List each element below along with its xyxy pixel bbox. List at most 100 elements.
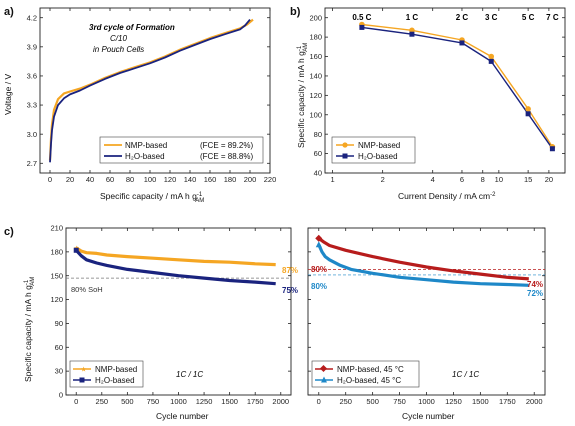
panel-c-left-xlabel: Cycle number bbox=[156, 411, 209, 421]
x-tick-label: 120 bbox=[164, 175, 177, 184]
x-tick-label: 1000 bbox=[418, 397, 435, 406]
legend-label-h2o: H₂O-based bbox=[125, 152, 165, 161]
x-tick-label: 100 bbox=[144, 175, 157, 184]
panel-a-series bbox=[48, 18, 254, 163]
x-tick-label: 60 bbox=[106, 175, 114, 184]
panel-b-axes: 1 2 4 6 8 10 15 20 40 60 80 100 120 140 160 180 200 bbox=[309, 8, 565, 184]
y-tick-label: 100 bbox=[309, 110, 322, 119]
y-tick-label: 150 bbox=[50, 271, 63, 280]
y-tick-label: 180 bbox=[50, 247, 63, 256]
series-line-h2o bbox=[361, 26, 553, 150]
rate-label: 2 C bbox=[456, 13, 469, 22]
legend-label-nmp-b: NMP-based bbox=[358, 141, 400, 150]
data-point-h2o bbox=[409, 31, 415, 37]
annotation-line-3: in Pouch Cells bbox=[93, 45, 144, 54]
panel-a-label: a) bbox=[4, 6, 14, 18]
x-tick-label: 1750 bbox=[499, 397, 516, 406]
x-tick-label: 500 bbox=[366, 397, 379, 406]
x-tick-label: 200 bbox=[244, 175, 257, 184]
y-tick-label: 3.9 bbox=[27, 42, 37, 51]
data-point-h2o bbox=[459, 40, 465, 46]
data-point-h2o bbox=[525, 111, 531, 117]
start-marker-h2o-45 bbox=[315, 241, 322, 248]
y-tick-label: 180 bbox=[309, 33, 322, 42]
x-tick-label: 15 bbox=[524, 175, 532, 184]
end-label-nmp: 87% bbox=[282, 266, 298, 275]
data-point-nmp bbox=[488, 53, 495, 60]
panel-c-axes: 0 250 500 750 1000 1250 1500 1750 20000306090120… bbox=[50, 224, 545, 406]
start-marker-h2o bbox=[73, 247, 79, 253]
x-tick-label: 0 bbox=[74, 397, 78, 406]
panel-b-legend-box bbox=[331, 136, 416, 164]
x-tick-label: 750 bbox=[393, 397, 406, 406]
x-tick-label: 2000 bbox=[272, 397, 289, 406]
legend-marker-h2o-b bbox=[342, 153, 348, 159]
series-line-nmp bbox=[361, 23, 553, 148]
y-tick-label: 0 bbox=[59, 391, 63, 400]
panel-c-reference-lines bbox=[66, 269, 545, 279]
end-label-nmp-45: 74% bbox=[527, 280, 543, 289]
y-tick-label: 120 bbox=[50, 295, 63, 304]
y-tick-label: 140 bbox=[309, 72, 322, 81]
x-tick-label: 0 bbox=[317, 397, 321, 406]
legend-marker-h2o-45 bbox=[321, 376, 327, 383]
y-tick-label: 160 bbox=[309, 52, 322, 61]
panel-b-rate-labels: 0.5 C 1 C 2 C 3 C 5 C 7 C bbox=[352, 13, 559, 22]
legend-label-h2o-45: H₂O-based, 45 °C bbox=[337, 376, 401, 385]
y-tick-label: 90 bbox=[55, 319, 63, 328]
annotation-line-2: C/10 bbox=[110, 34, 127, 43]
legend-fce-h2o: (FCE = 88.8%) bbox=[200, 152, 253, 161]
x-tick-label: 140 bbox=[184, 175, 197, 184]
series-line-h2o-45 bbox=[317, 244, 529, 287]
panel-c-left-legend-box bbox=[69, 360, 144, 388]
panel-a: a) 0 20 40 60 80 100 120 140 160 180 200 220 2.7 3.0 3… bbox=[3, 6, 276, 204]
panel-c-left-legend: ★ NMP-based H₂O-based bbox=[69, 360, 144, 388]
x-tick-label: 250 bbox=[339, 397, 352, 406]
x-tick-label: 6 bbox=[460, 175, 464, 184]
legend-label-h2o-b: H₂O-based bbox=[358, 152, 398, 161]
x-tick-label: 2000 bbox=[526, 397, 543, 406]
legend-label-nmp-45: NMP-based, 45 °C bbox=[337, 365, 404, 374]
legend-marker-nmp-c: ★ bbox=[81, 366, 87, 374]
rate-label: 1 C bbox=[406, 13, 419, 22]
x-tick-label: 10 bbox=[495, 175, 503, 184]
protocol-left: 1C / 1C bbox=[176, 370, 203, 379]
x-tick-label: 20 bbox=[545, 175, 553, 184]
x-tick-label: 750 bbox=[147, 397, 160, 406]
panel-c-right-legend-box bbox=[311, 360, 420, 388]
x-tick-label: 160 bbox=[204, 175, 217, 184]
panel-c-right-xlabel: Cycle number bbox=[402, 411, 455, 421]
series-line-nmp-45 bbox=[317, 237, 529, 281]
legend-fce-nmp: (FCE = 89.2%) bbox=[200, 141, 253, 150]
x-tick-label: 1500 bbox=[221, 397, 238, 406]
x-tick-label: 220 bbox=[264, 175, 277, 184]
ref-label-nmp-45: 80% bbox=[311, 265, 327, 274]
y-tick-label: 2.7 bbox=[27, 159, 37, 168]
series-line-h2o bbox=[49, 19, 251, 163]
panel-a-frame bbox=[39, 7, 271, 174]
y-tick-label: 3.6 bbox=[27, 72, 37, 81]
x-tick-label: 180 bbox=[224, 175, 237, 184]
panel-b-label: b) bbox=[290, 6, 301, 18]
y-tick-label: 3.3 bbox=[27, 101, 37, 110]
x-tick-label: 1000 bbox=[170, 397, 187, 406]
panel-c-ylabel: Specific capacity / mA h g-1AM bbox=[23, 277, 36, 382]
panel-a-ylabel: Voltage / V bbox=[3, 74, 13, 115]
data-point-h2o bbox=[359, 24, 365, 30]
y-tick-label: 4.2 bbox=[27, 13, 37, 22]
data-point-nmp bbox=[525, 106, 531, 112]
x-tick-label: 1 bbox=[331, 175, 335, 184]
legend-marker-nmp-b bbox=[342, 142, 348, 148]
panel-b-frame bbox=[324, 7, 566, 174]
y-tick-label: 3.0 bbox=[27, 130, 37, 139]
ref-label-h2o-45: 80% bbox=[311, 282, 327, 291]
protocol-right: 1C / 1C bbox=[452, 370, 479, 379]
x-tick-label: 2 bbox=[381, 175, 385, 184]
panel-b-legend: NMP-based H₂O-based bbox=[331, 136, 416, 164]
rate-label: 3 C bbox=[485, 13, 498, 22]
legend-label-nmp: NMP-based bbox=[125, 141, 167, 150]
panel-b: b) 1 2 4 6 8 10 15 20 40 60 80 100 120 140 160 180 200 0… bbox=[290, 6, 566, 201]
rate-label: 7 C bbox=[546, 13, 559, 22]
data-point-h2o bbox=[549, 146, 555, 152]
